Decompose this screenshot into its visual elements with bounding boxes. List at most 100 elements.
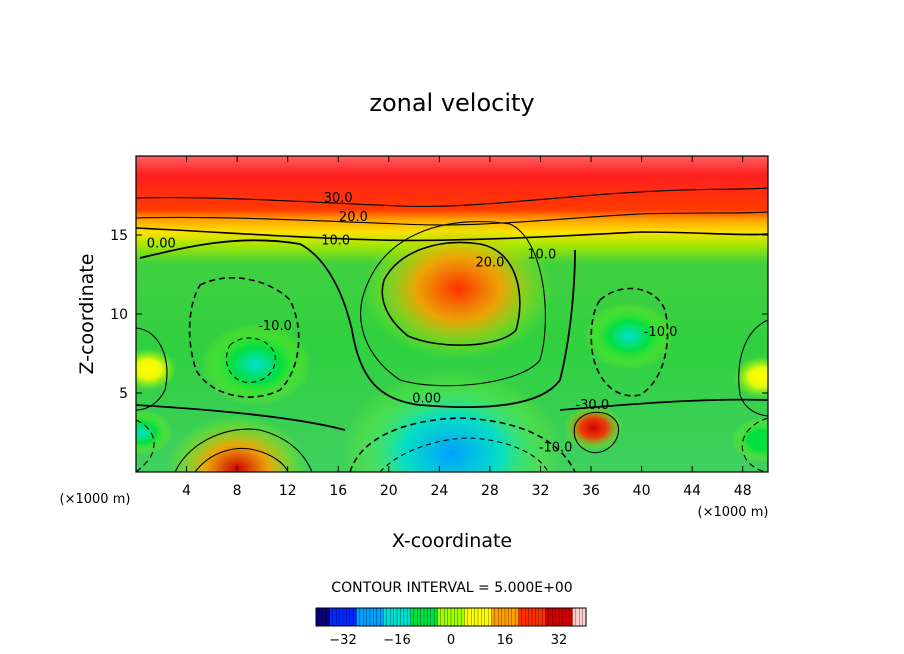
colorbar-swatch [346,607,351,627]
colorbar-swatch [504,607,509,627]
colorbar-swatch [555,607,560,627]
contour-label: -10.0 [644,325,678,340]
contour-line-20-bottom-left [194,447,289,472]
colorbar-swatch [396,607,401,627]
colorbar-swatch [393,607,398,627]
colorbar-swatch [464,607,469,627]
colorbar-swatch [325,607,331,627]
colorbar-swatch [565,607,570,627]
contour-line-10-top [136,227,768,242]
contour-line-neg10-right [590,287,669,397]
colorbar-swatch [437,607,442,627]
colorbar-tick-label: −16 [383,633,410,648]
field-feature [342,370,562,472]
colorbar-swatch [417,607,422,627]
x-tick-label: 12 [279,483,297,499]
colorbar-swatch [521,607,526,627]
colorbar-swatch [400,607,405,627]
x-tick-label: 44 [683,483,701,499]
x-tick-label: 48 [734,483,752,499]
colorbar-swatch [531,607,536,627]
colorbar [315,607,587,627]
colorbar-swatch [579,607,584,627]
colorbar-swatch [508,607,513,627]
colorbar-swatch [538,607,543,627]
colorbar-swatch [447,607,452,627]
colorbar-swatch [322,607,327,627]
colorbar-swatch [427,607,432,627]
x-tick-label: 28 [481,483,499,499]
x-unit-right: (×1000 m) [698,505,769,520]
colorbar-swatch [339,607,344,627]
colorbar-swatch [336,607,341,627]
colorbar-swatch [423,607,428,627]
colorbar-swatch [329,607,334,627]
colorbar-swatch [406,607,412,627]
field-feature [731,417,768,463]
colorbar-swatch [433,607,439,627]
contour-label: 0.00 [147,237,176,252]
x-axis: 4 8 12 16 20 24 28 32 36 40 44 48 [182,156,752,499]
colorbar-swatch [467,607,472,627]
colorbar-swatch [514,607,520,627]
colorbar-tick-label: 16 [497,633,514,648]
colorbar-swatch [575,607,580,627]
colorbar-swatch [487,607,493,627]
colorbar-ticks: −32 −16 0 16 32 [329,633,567,648]
colorbar-swatch [572,607,577,627]
contour-line-zero-lower-right [559,398,768,411]
colorbar-swatch [491,607,496,627]
colorbar-swatch [477,607,482,627]
contour-line-neg10-bottom [349,417,576,472]
x-axis-title: X-coordinate [392,530,512,552]
colorbar-swatch [420,607,425,627]
contour-line-right-edge [738,319,768,417]
contour-field: 30.0 20.0 10.0 0.00 20.0 10.0 -10.0 -10.0 0.00 -3… [136,156,768,472]
contour-line-20-jet [381,241,521,346]
colorbar-swatch [440,607,445,627]
chart-title: zonal velocity [369,89,534,117]
colorbar-tick-label: 0 [447,633,455,648]
colorbar-tick-label: 32 [551,633,568,648]
colorbar-swatch [528,607,533,627]
contour-line-neg20-bottom [379,437,549,472]
contour-line-neg10-left [188,277,300,398]
contour-line-zero [139,239,576,409]
contour-label: -10.0 [539,440,573,455]
colorbar-swatch [444,607,449,627]
colorbar-swatch [373,607,378,627]
x-tick-label: 40 [633,483,651,499]
colorbar-swatch [410,607,415,627]
contour-line-peak-right [573,411,620,454]
field-feature [201,323,312,406]
colorbar-swatch [541,607,547,627]
colorbar-swatch [545,607,550,627]
colorbar-swatch [501,607,506,627]
colorbar-swatch [494,607,499,627]
field-feature [563,405,624,451]
colorbar-swatch [359,607,364,627]
colorbar-swatch [552,607,557,627]
field-feature [583,302,674,370]
colorbar-swatch [363,607,368,627]
contour-label: 20.0 [475,256,504,271]
colorbar-swatch [383,607,388,627]
colorbar-swatch [430,607,435,627]
colorbar-frame [315,607,587,627]
colorbar-swatch [356,607,361,627]
colorbar-swatch [511,607,516,627]
y-axis: 5 10 15 [110,228,768,402]
y-axis-title: Z-coordinate [76,254,98,375]
colorbar-swatch [568,607,574,627]
contour-label: -30.0 [575,398,609,413]
colorbar-swatch [498,607,503,627]
colorbar-swatch [484,607,489,627]
x-tick-label: 24 [430,483,448,499]
contour-label: 10.0 [321,233,350,248]
colorbar-swatch [319,607,324,627]
colorbar-swatch [548,607,553,627]
colorbar-swatch [342,607,347,627]
colorbar-swatch [474,607,479,627]
colorbar-swatch [403,607,408,627]
